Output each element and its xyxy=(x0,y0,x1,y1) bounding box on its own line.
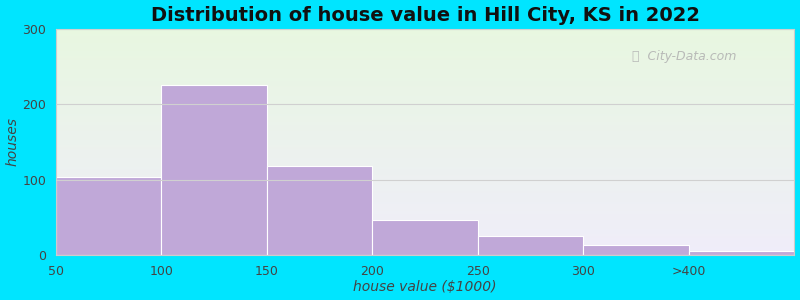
Bar xyxy=(373,220,478,255)
Bar xyxy=(583,245,689,255)
Bar xyxy=(56,177,162,255)
Bar xyxy=(478,236,583,255)
Bar xyxy=(162,85,267,255)
X-axis label: house value ($1000): house value ($1000) xyxy=(354,280,497,294)
Y-axis label: houses: houses xyxy=(6,117,19,167)
Title: Distribution of house value in Hill City, KS in 2022: Distribution of house value in Hill City… xyxy=(150,6,700,25)
Bar xyxy=(267,166,373,255)
Text: ⓘ  City-Data.com: ⓘ City-Data.com xyxy=(632,50,736,62)
Bar xyxy=(689,251,794,255)
